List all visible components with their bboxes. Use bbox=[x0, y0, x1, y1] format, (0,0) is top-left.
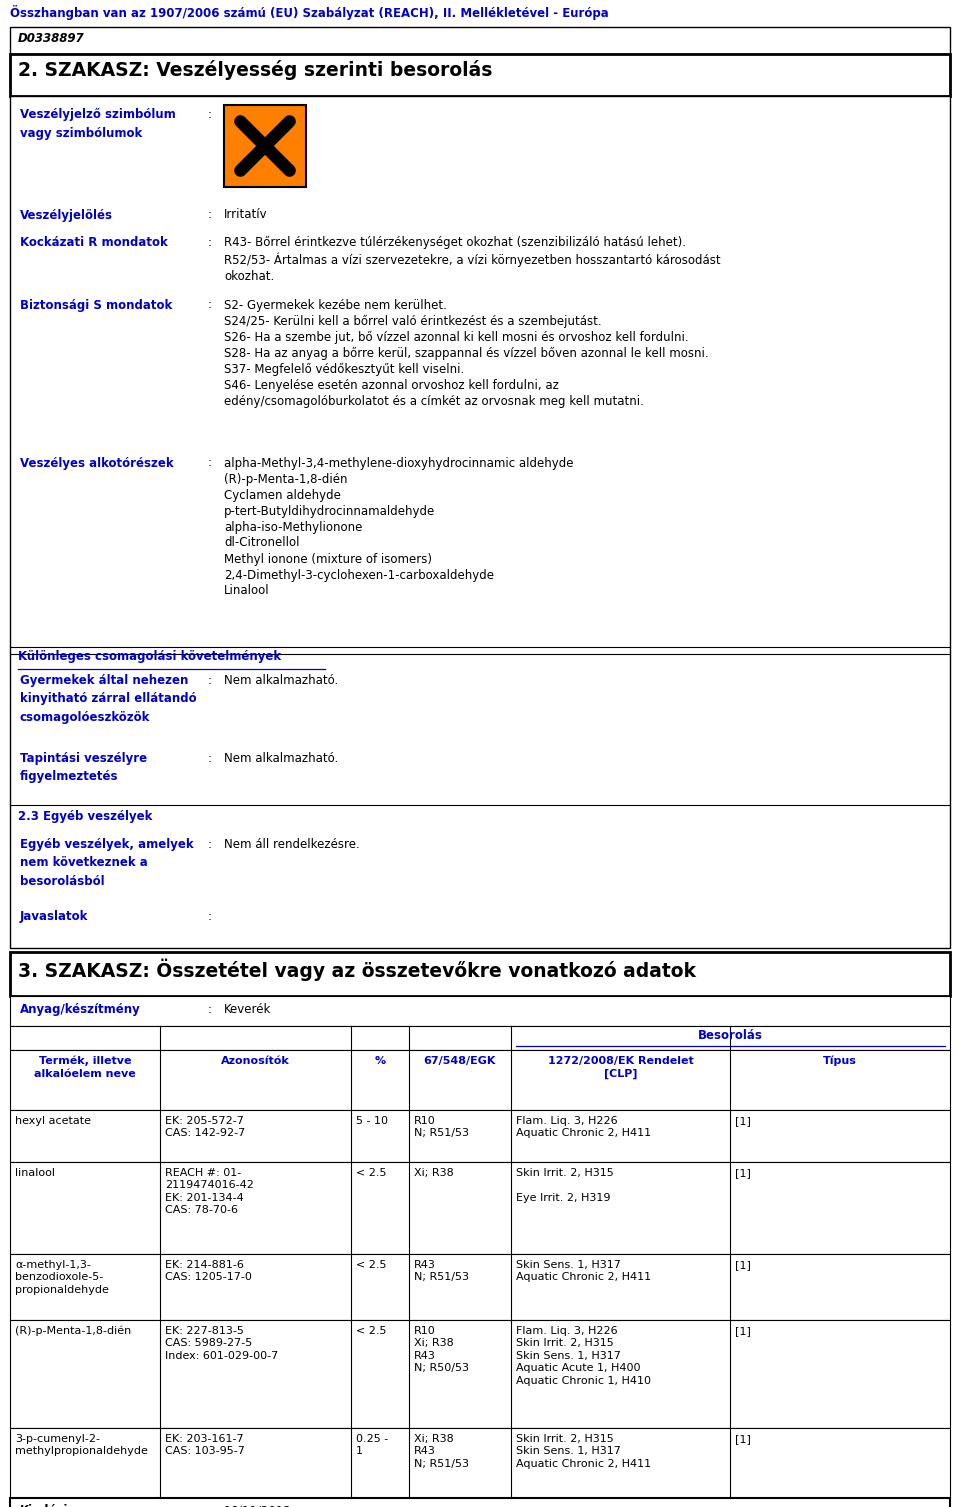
Text: Nem alkalmazható.: Nem alkalmazható. bbox=[224, 752, 338, 764]
Text: Tapintási veszélyre: Tapintási veszélyre bbox=[20, 752, 147, 764]
Text: [1]: [1] bbox=[735, 1260, 751, 1270]
Text: 2.3 Egyéb veszélyek: 2.3 Egyéb veszélyek bbox=[18, 809, 153, 823]
Text: 2. SZAKASZ: Veszélyesség szerinti besorolás: 2. SZAKASZ: Veszélyesség szerinti besoro… bbox=[18, 60, 492, 80]
Text: R43- Bőrrel érintkezve túlérzékenységet okozhat (szenzibilizáló hatású lehet).
R: R43- Bőrrel érintkezve túlérzékenységet … bbox=[224, 235, 721, 283]
Text: [1]: [1] bbox=[735, 1168, 751, 1178]
Text: :: : bbox=[208, 752, 212, 764]
Text: :: : bbox=[208, 838, 212, 850]
Text: R10
Xi; R38
R43
N; R50/53: R10 Xi; R38 R43 N; R50/53 bbox=[414, 1326, 468, 1373]
Bar bbox=[10, 1050, 950, 1111]
Text: :: : bbox=[208, 457, 212, 470]
Text: Összhangban van az 1907/2006 számú (EU) Szabályzat (REACH), II. Mellékletével - : Összhangban van az 1907/2006 számú (EU) … bbox=[10, 5, 609, 20]
Text: R10
N; R51/53: R10 N; R51/53 bbox=[414, 1117, 468, 1138]
Text: [1]: [1] bbox=[735, 1435, 751, 1444]
Text: Flam. Liq. 3, H226
Aquatic Chronic 2, H411: Flam. Liq. 3, H226 Aquatic Chronic 2, H4… bbox=[516, 1117, 651, 1138]
Text: :: : bbox=[208, 298, 212, 312]
Text: Nem áll rendelkezésre.: Nem áll rendelkezésre. bbox=[224, 838, 360, 850]
Text: besorolásból: besorolásból bbox=[20, 874, 105, 888]
Text: nem következnek a: nem következnek a bbox=[20, 856, 148, 870]
Text: Xi; R38: Xi; R38 bbox=[414, 1168, 453, 1178]
Text: EK: 214-881-6
CAS: 1205-17-0: EK: 214-881-6 CAS: 1205-17-0 bbox=[165, 1260, 252, 1282]
Text: Skin Irrit. 2, H315
Skin Sens. 1, H317
Aquatic Chronic 2, H411: Skin Irrit. 2, H315 Skin Sens. 1, H317 A… bbox=[516, 1435, 651, 1469]
Text: 67/548/EGK: 67/548/EGK bbox=[423, 1056, 496, 1065]
Text: 1272/2008/EK Rendelet
[CLP]: 1272/2008/EK Rendelet [CLP] bbox=[547, 1056, 693, 1079]
Text: Kiadási
időpont/Felülvizsgálat ideje: Kiadási időpont/Felülvizsgálat ideje bbox=[20, 1504, 203, 1507]
Bar bbox=[10, 96, 950, 948]
Text: Anyag/készítmény: Anyag/készítmény bbox=[20, 1004, 141, 1016]
Text: S2- Gyermekek kezébe nem kerülhet.
S24/25- Kerülni kell a bőrrel való érintkezés: S2- Gyermekek kezébe nem kerülhet. S24/2… bbox=[224, 298, 708, 408]
Bar bbox=[10, 952, 950, 996]
Text: Veszélyjelző szimbólum: Veszélyjelző szimbólum bbox=[20, 109, 176, 121]
Text: Különleges csomagolási követelmények: Különleges csomagolási követelmények bbox=[18, 650, 281, 663]
Text: alpha-Methyl-3,4-methylene-dioxyhydrocinnamic aldehyde
(R)-p-Menta-1,8-dién
Cycl: alpha-Methyl-3,4-methylene-dioxyhydrocin… bbox=[224, 457, 573, 597]
Text: 16/11/2012.: 16/11/2012. bbox=[224, 1504, 296, 1507]
Text: Nem alkalmazható.: Nem alkalmazható. bbox=[224, 674, 338, 687]
Text: csomagolóeszközök: csomagolóeszközök bbox=[20, 710, 151, 723]
Text: Veszélyjelölés: Veszélyjelölés bbox=[20, 208, 113, 222]
Bar bbox=[10, 1498, 950, 1507]
Bar bbox=[10, 54, 950, 96]
Text: Kockázati R mondatok: Kockázati R mondatok bbox=[20, 235, 168, 249]
Text: linalool: linalool bbox=[15, 1168, 55, 1178]
Text: Egyéb veszélyek, amelyek: Egyéb veszélyek, amelyek bbox=[20, 838, 194, 850]
Text: hexyl acetate: hexyl acetate bbox=[15, 1117, 91, 1126]
Text: :: : bbox=[208, 235, 212, 249]
Text: Biztonsági S mondatok: Biztonsági S mondatok bbox=[20, 298, 172, 312]
Bar bbox=[10, 996, 950, 1026]
Text: Típus: Típus bbox=[823, 1056, 857, 1067]
Bar bbox=[224, 105, 306, 187]
Text: kinyitható zárral ellátandó: kinyitható zárral ellátandó bbox=[20, 692, 197, 705]
Text: %: % bbox=[374, 1056, 386, 1065]
Text: [1]: [1] bbox=[735, 1326, 751, 1337]
Text: < 2.5: < 2.5 bbox=[356, 1260, 387, 1270]
Text: R43
N; R51/53: R43 N; R51/53 bbox=[414, 1260, 468, 1282]
Text: [1]: [1] bbox=[735, 1117, 751, 1126]
Text: 0.25 -
1: 0.25 - 1 bbox=[356, 1435, 389, 1456]
Text: (R)-p-Menta-1,8-dién: (R)-p-Menta-1,8-dién bbox=[15, 1326, 132, 1337]
Text: :: : bbox=[208, 208, 212, 222]
Text: Skin Sens. 1, H317
Aquatic Chronic 2, H411: Skin Sens. 1, H317 Aquatic Chronic 2, H4… bbox=[516, 1260, 651, 1282]
Text: :: : bbox=[208, 1004, 212, 1016]
Text: Xi; R38
R43
N; R51/53: Xi; R38 R43 N; R51/53 bbox=[414, 1435, 468, 1469]
Text: EK: 205-572-7
CAS: 142-92-7: EK: 205-572-7 CAS: 142-92-7 bbox=[165, 1117, 246, 1138]
Bar bbox=[10, 1162, 950, 1254]
Text: Veszélyes alkotórészek: Veszélyes alkotórészek bbox=[20, 457, 174, 470]
Text: 3. SZAKASZ: Összetétel vagy az összetevőkre vonatkozó adatok: 3. SZAKASZ: Összetétel vagy az összetevő… bbox=[18, 958, 696, 981]
Text: Besorolás: Besorolás bbox=[698, 1029, 763, 1041]
Text: Skin Irrit. 2, H315

Eye Irrit. 2, H319: Skin Irrit. 2, H315 Eye Irrit. 2, H319 bbox=[516, 1168, 613, 1203]
Text: α-methyl-1,3-
benzodioxole-5-
propionaldehyde: α-methyl-1,3- benzodioxole-5- propionald… bbox=[15, 1260, 108, 1295]
Text: Azonosítók: Azonosítók bbox=[222, 1056, 290, 1065]
Text: 5 - 10: 5 - 10 bbox=[356, 1117, 388, 1126]
Text: EK: 227-813-5
CAS: 5989-27-5
Index: 601-029-00-7: EK: 227-813-5 CAS: 5989-27-5 Index: 601-… bbox=[165, 1326, 278, 1361]
Text: Gyermekek által nehezen: Gyermekek által nehezen bbox=[20, 674, 188, 687]
Bar bbox=[10, 1111, 950, 1162]
Text: D0338897: D0338897 bbox=[18, 32, 84, 45]
Text: vagy szimbólumok: vagy szimbólumok bbox=[20, 127, 142, 140]
Text: Flam. Liq. 3, H226
Skin Irrit. 2, H315
Skin Sens. 1, H317
Aquatic Acute 1, H400
: Flam. Liq. 3, H226 Skin Irrit. 2, H315 S… bbox=[516, 1326, 651, 1385]
Text: < 2.5: < 2.5 bbox=[356, 1326, 387, 1337]
Text: Keverék: Keverék bbox=[224, 1004, 272, 1016]
Text: Termék, illetve
alkalóelem neve: Termék, illetve alkalóelem neve bbox=[35, 1056, 136, 1079]
Text: :: : bbox=[208, 1504, 212, 1507]
Bar bbox=[10, 1026, 950, 1050]
Text: Irritatív: Irritatív bbox=[224, 208, 268, 222]
Text: :: : bbox=[208, 910, 212, 922]
Text: EK: 203-161-7
CAS: 103-95-7: EK: 203-161-7 CAS: 103-95-7 bbox=[165, 1435, 245, 1456]
Text: :: : bbox=[208, 674, 212, 687]
Text: Javaslatok: Javaslatok bbox=[20, 910, 88, 922]
Text: < 2.5: < 2.5 bbox=[356, 1168, 387, 1178]
Bar bbox=[10, 1254, 950, 1320]
Text: REACH #: 01-
2119474016-42
EK: 201-134-4
CAS: 78-70-6: REACH #: 01- 2119474016-42 EK: 201-134-4… bbox=[165, 1168, 254, 1215]
Bar bbox=[10, 1429, 950, 1498]
Text: 3-p-cumenyl-2-
methylpropionaldehyde: 3-p-cumenyl-2- methylpropionaldehyde bbox=[15, 1435, 148, 1456]
Bar bbox=[10, 27, 950, 54]
Text: :: : bbox=[208, 109, 212, 121]
Text: figyelmeztetés: figyelmeztetés bbox=[20, 770, 118, 784]
Bar bbox=[10, 1320, 950, 1429]
